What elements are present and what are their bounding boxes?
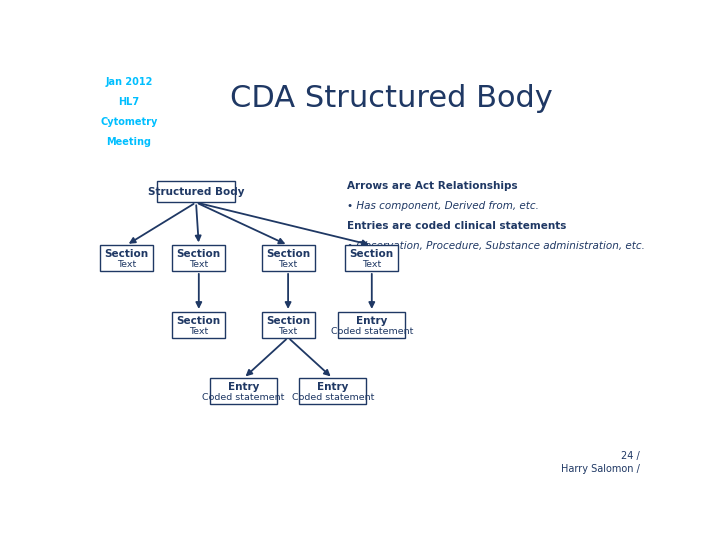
Text: Section: Section bbox=[104, 249, 148, 259]
FancyBboxPatch shape bbox=[261, 312, 315, 338]
Text: Entry: Entry bbox=[317, 382, 348, 392]
Text: • Has component, Derived from, etc.: • Has component, Derived from, etc. bbox=[347, 201, 539, 211]
Text: Coded statement: Coded statement bbox=[202, 393, 284, 402]
Text: • Observation, Procedure, Substance administration, etc.: • Observation, Procedure, Substance admi… bbox=[347, 241, 644, 251]
Text: Text: Text bbox=[189, 327, 208, 336]
Text: CDA Structured Body: CDA Structured Body bbox=[230, 84, 553, 112]
Text: Text: Text bbox=[117, 260, 136, 269]
FancyBboxPatch shape bbox=[338, 312, 405, 338]
Text: Section: Section bbox=[266, 315, 310, 326]
FancyBboxPatch shape bbox=[100, 245, 153, 271]
Text: Coded statement: Coded statement bbox=[330, 327, 413, 336]
Text: Text: Text bbox=[279, 327, 297, 336]
Text: Section: Section bbox=[176, 249, 221, 259]
Text: Cytometry: Cytometry bbox=[100, 117, 158, 127]
Text: Meeting: Meeting bbox=[107, 137, 152, 147]
Text: Entry: Entry bbox=[356, 315, 387, 326]
Text: Entries are coded clinical statements: Entries are coded clinical statements bbox=[347, 221, 566, 231]
FancyBboxPatch shape bbox=[346, 245, 398, 271]
Text: Structured Body: Structured Body bbox=[148, 187, 244, 197]
Text: Entry: Entry bbox=[228, 382, 259, 392]
Text: Coded statement: Coded statement bbox=[292, 393, 374, 402]
Text: Text: Text bbox=[279, 260, 297, 269]
Text: Section: Section bbox=[266, 249, 310, 259]
Text: 24 /
Harry Salomon /: 24 / Harry Salomon / bbox=[561, 451, 639, 474]
Text: Arrows are Act Relationships: Arrows are Act Relationships bbox=[347, 181, 517, 191]
Text: Section: Section bbox=[176, 315, 221, 326]
FancyBboxPatch shape bbox=[172, 245, 225, 271]
Text: HL7: HL7 bbox=[119, 97, 140, 107]
Text: Jan 2012: Jan 2012 bbox=[105, 77, 153, 87]
Text: Text: Text bbox=[189, 260, 208, 269]
Text: Text: Text bbox=[362, 260, 382, 269]
FancyBboxPatch shape bbox=[172, 312, 225, 338]
FancyBboxPatch shape bbox=[157, 181, 235, 202]
FancyBboxPatch shape bbox=[261, 245, 315, 271]
FancyBboxPatch shape bbox=[300, 379, 366, 404]
FancyBboxPatch shape bbox=[210, 379, 277, 404]
Text: Section: Section bbox=[350, 249, 394, 259]
